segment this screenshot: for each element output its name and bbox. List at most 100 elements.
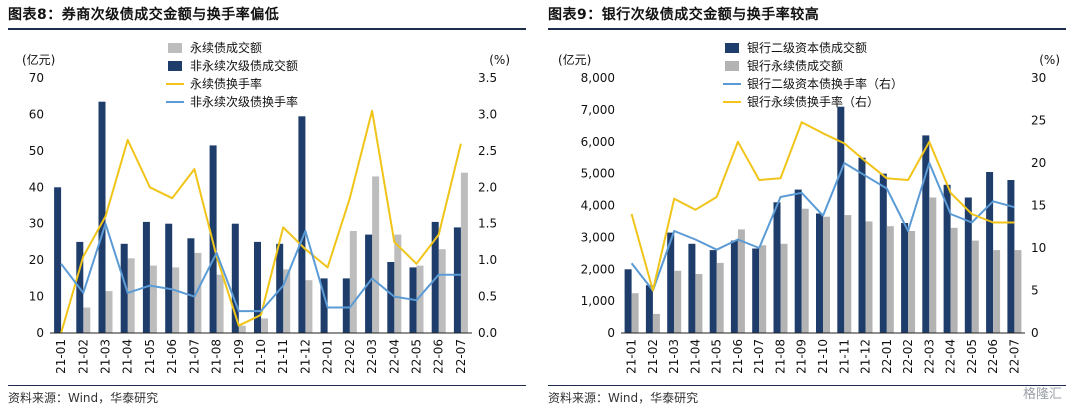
right-tick-label: 5 — [1031, 284, 1039, 298]
x-tick-label: 21-11 — [276, 339, 290, 374]
legend-swatch — [168, 43, 182, 53]
x-tick-label: 22-04 — [944, 339, 958, 374]
x-tick-label: 22-03 — [365, 339, 379, 374]
bar-mark — [901, 223, 909, 333]
left-tick-label: 0 — [36, 326, 44, 340]
bar-mark — [320, 278, 328, 333]
bar-mark — [254, 241, 261, 333]
bar-mark — [773, 202, 781, 333]
x-tick-label: 22-07 — [454, 339, 468, 374]
bar-mark — [737, 229, 745, 333]
title-divider — [548, 28, 1066, 30]
x-tick-label: 21-06 — [731, 339, 745, 374]
bar-mark — [879, 173, 887, 333]
series-line — [630, 121, 1015, 292]
bar-mark — [986, 172, 994, 333]
left-axis-unit: (亿元) — [558, 52, 591, 67]
bar-mark — [645, 285, 653, 333]
bar-mark — [231, 223, 239, 333]
bar-mark — [652, 313, 660, 333]
x-tick-label: 21-10 — [816, 339, 830, 374]
x-tick-label: 21-09 — [232, 339, 246, 374]
x-tick-label: 22-06 — [432, 339, 446, 374]
x-tick-label: 22-07 — [1007, 339, 1021, 374]
bar-mark — [929, 197, 937, 333]
left-tick-label: 70 — [29, 71, 44, 85]
left-tick-label: 3,000 — [581, 230, 615, 244]
x-tick-label: 21-08 — [774, 339, 788, 374]
bar-mark — [1014, 250, 1022, 333]
source-divider — [8, 385, 526, 386]
legend-swatch — [725, 61, 739, 71]
right-figure-panel: 图表9：银行次级债成交金额与换手率较高 (亿元) (%) 0 1,000 2,000 3,… — [540, 0, 1080, 409]
bar-mark — [1007, 180, 1015, 333]
bar-mark — [780, 243, 788, 334]
right-axis-unit: (%) — [489, 53, 510, 67]
bar-mark — [667, 232, 675, 333]
figure-title: 图表8：券商次级债成交金额与换手率偏低 — [8, 7, 280, 23]
x-tick-label: 22-05 — [410, 339, 424, 374]
right-tick-label: 10 — [1031, 241, 1046, 255]
legend-swatch — [168, 61, 182, 71]
left-tick-label: 4,000 — [581, 199, 615, 213]
x-tick-label: 21-03 — [667, 339, 681, 374]
bar-mark — [922, 135, 930, 333]
right-tick-label: 15 — [1031, 199, 1046, 213]
bar-mark — [416, 265, 424, 333]
bar-mark — [837, 106, 845, 333]
x-tick-label: 22-04 — [387, 339, 401, 374]
source-note: 资料来源：Wind，华泰研究 — [548, 391, 699, 405]
bar-mark — [950, 227, 958, 333]
bar-mark — [695, 274, 703, 333]
bar-mark — [624, 269, 632, 334]
left-figure-panel: 图表8：券商次级债成交金额与换手率偏低 (亿元) (%) 0 10 20 30 40 50 60… — [8, 7, 526, 405]
x-tick-label: 21-01 — [625, 339, 639, 374]
x-tick-label: 21-10 — [254, 339, 268, 374]
bar-mark — [943, 184, 951, 333]
bar-mark — [964, 197, 972, 333]
x-tick-label: 21-05 — [710, 339, 724, 374]
left-tick-label: 8,000 — [581, 71, 615, 85]
x-tick-label: 21-12 — [859, 339, 873, 374]
bar-mark — [730, 240, 738, 333]
bar-mark — [105, 291, 113, 333]
series-line — [630, 162, 1015, 292]
bar-mark — [801, 208, 809, 333]
bar-mark — [674, 270, 682, 333]
left-tick-label: 40 — [29, 180, 44, 194]
bar-mark — [216, 274, 224, 333]
bar-mark — [709, 250, 717, 333]
source-divider — [548, 385, 1066, 386]
x-tick-label: 21-12 — [298, 339, 312, 374]
bar-mark — [305, 280, 313, 333]
left-chart: (亿元) (%) 0 10 20 30 40 50 60 70 0.0 0.5 1.0 1.5 2.0 2.5… — [22, 40, 510, 374]
x-tick-label: 21-04 — [688, 339, 702, 374]
bar-mark — [165, 223, 173, 333]
right-tick-label: 2.0 — [478, 180, 497, 194]
title-divider — [8, 28, 526, 30]
right-tick-label: 0.5 — [478, 290, 497, 304]
x-tick-label: 21-03 — [99, 339, 113, 374]
bar-mark — [631, 293, 639, 333]
x-tick-label: 22-01 — [321, 339, 335, 374]
source-note: 资料来源：Wind，华泰研究 — [8, 391, 159, 405]
left-axis-unit: (亿元) — [22, 52, 55, 67]
x-tick-label: 22-03 — [922, 339, 936, 374]
left-tick-label: 0 — [607, 326, 615, 340]
x-tick-label: 22-05 — [965, 339, 979, 374]
bar-mark — [816, 213, 823, 333]
bar-mark — [759, 245, 767, 333]
x-tick-label: 21-07 — [752, 339, 766, 374]
series-line — [60, 222, 461, 313]
bar-mark — [120, 243, 128, 334]
legend-label: 银行永续债成交额 — [747, 58, 843, 73]
bar-mark — [194, 252, 202, 333]
left-tick-label: 1,000 — [581, 294, 615, 308]
bar-mark — [387, 262, 395, 333]
left-tick-label: 5,000 — [581, 167, 615, 181]
bar-mark — [238, 325, 246, 333]
right-tick-label: 20 — [1031, 156, 1046, 170]
left-tick-label: 20 — [29, 253, 44, 267]
bar-mark — [283, 269, 291, 334]
x-tick-label: 22-02 — [343, 339, 357, 374]
